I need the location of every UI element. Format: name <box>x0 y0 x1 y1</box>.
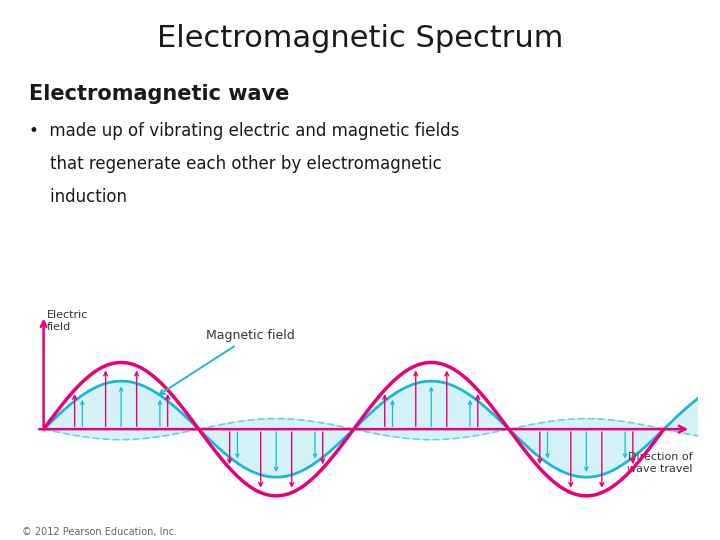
Polygon shape <box>44 381 199 440</box>
Polygon shape <box>509 418 664 477</box>
Text: Electromagnetic Spectrum: Electromagnetic Spectrum <box>157 24 563 53</box>
Text: Magnetic field: Magnetic field <box>159 329 295 394</box>
Text: that regenerate each other by electromagnetic: that regenerate each other by electromag… <box>29 155 441 173</box>
Text: Electromagnetic wave: Electromagnetic wave <box>29 84 289 104</box>
Text: induction: induction <box>29 188 127 206</box>
Text: Electric
field: Electric field <box>47 310 89 332</box>
Text: © 2012 Pearson Education, Inc.: © 2012 Pearson Education, Inc. <box>22 527 176 537</box>
Text: •  made up of vibrating electric and magnetic fields: • made up of vibrating electric and magn… <box>29 122 459 139</box>
Polygon shape <box>199 418 354 477</box>
Polygon shape <box>354 381 509 440</box>
Polygon shape <box>664 381 720 440</box>
Text: Direction of
wave travel: Direction of wave travel <box>627 453 693 474</box>
